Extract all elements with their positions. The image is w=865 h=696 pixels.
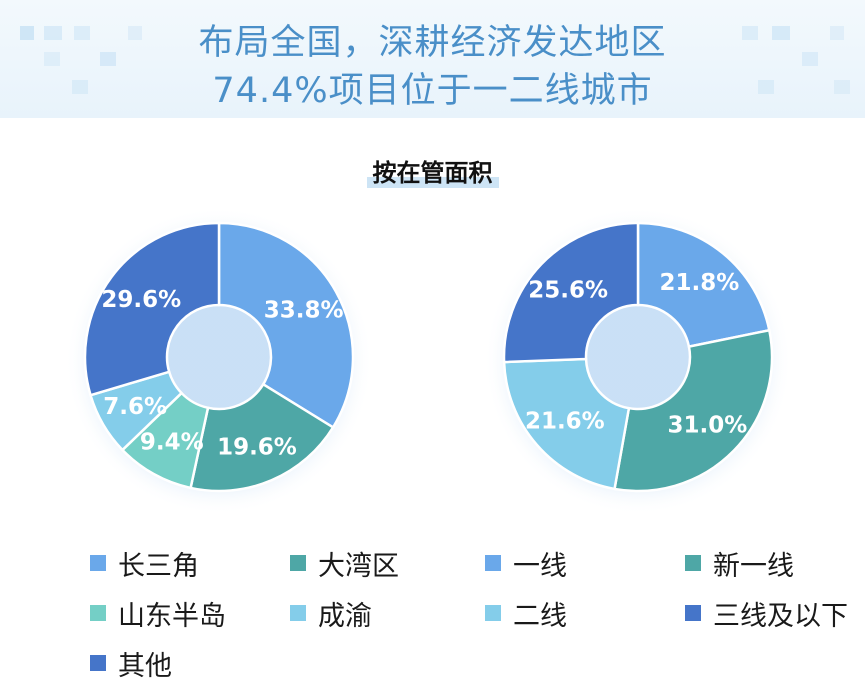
decor-square <box>834 80 850 94</box>
legend-label: 三线及以下 <box>713 600 848 632</box>
title-line-1: 布局全国，深耕经济发达地区 <box>198 23 667 63</box>
legend-swatch <box>485 555 501 571</box>
legend-swatch <box>90 655 106 671</box>
legend-item: 三线及以下 <box>685 596 848 632</box>
legend-swatch <box>90 555 106 571</box>
pie-slice <box>83 221 221 397</box>
decor-square <box>72 80 88 94</box>
pie-slice <box>502 357 631 491</box>
decor-square <box>742 26 758 40</box>
data-label: 31.0% <box>668 413 748 439</box>
decor-square <box>128 26 142 40</box>
legend-item: 新一线 <box>685 546 794 582</box>
data-label: 21.6% <box>525 409 605 435</box>
legend-label: 长三角 <box>118 550 199 582</box>
legend-item: 一线 <box>485 546 567 582</box>
pie-slice <box>613 328 774 493</box>
pie-slice <box>502 221 640 364</box>
legend-item: 山东半岛 <box>90 596 226 632</box>
decor-square <box>20 26 34 40</box>
data-label: 25.6% <box>528 278 608 304</box>
legend-label: 二线 <box>513 600 567 632</box>
decor-square <box>74 26 90 40</box>
legend-item: 其他 <box>90 646 172 682</box>
data-label: 29.6% <box>101 287 181 313</box>
decor-square <box>758 80 774 94</box>
legend-label: 其他 <box>118 650 172 682</box>
chart-subtitle: 按在管面积 <box>365 153 501 188</box>
subtitle-text: 按在管面积 <box>372 159 493 187</box>
legend-label: 山东半岛 <box>118 600 226 632</box>
title-line-2: 74.4%项目位于一二线城市 <box>212 71 653 111</box>
decor-square <box>100 52 116 66</box>
legend-item: 大湾区 <box>290 546 399 582</box>
data-label: 19.6% <box>217 434 297 460</box>
legend-swatch <box>290 605 306 621</box>
decor-square <box>44 52 60 66</box>
legend-item: 二线 <box>485 596 567 632</box>
decor-square <box>772 26 790 40</box>
pie-slice <box>217 221 355 430</box>
decor-square <box>830 26 844 40</box>
legend-label: 成渝 <box>318 600 372 632</box>
pie-slice <box>189 382 335 493</box>
legend-swatch <box>90 605 106 621</box>
pie-slice <box>636 221 771 349</box>
data-label: 33.8% <box>264 298 344 324</box>
legend-label: 一线 <box>513 550 567 582</box>
legend-label: 新一线 <box>713 550 794 582</box>
data-label: 7.6% <box>103 394 167 420</box>
legend-swatch <box>290 555 306 571</box>
header-banner <box>0 0 865 118</box>
decor-square <box>802 52 818 66</box>
legend-swatch <box>485 605 501 621</box>
legend-label: 大湾区 <box>318 550 399 582</box>
data-label: 21.8% <box>659 270 739 296</box>
decor-square <box>44 26 62 40</box>
legend-swatch <box>685 605 701 621</box>
data-label: 9.4% <box>140 430 204 456</box>
legend-item: 长三角 <box>90 546 199 582</box>
legend-swatch <box>685 555 701 571</box>
legend-item: 成渝 <box>290 596 372 632</box>
